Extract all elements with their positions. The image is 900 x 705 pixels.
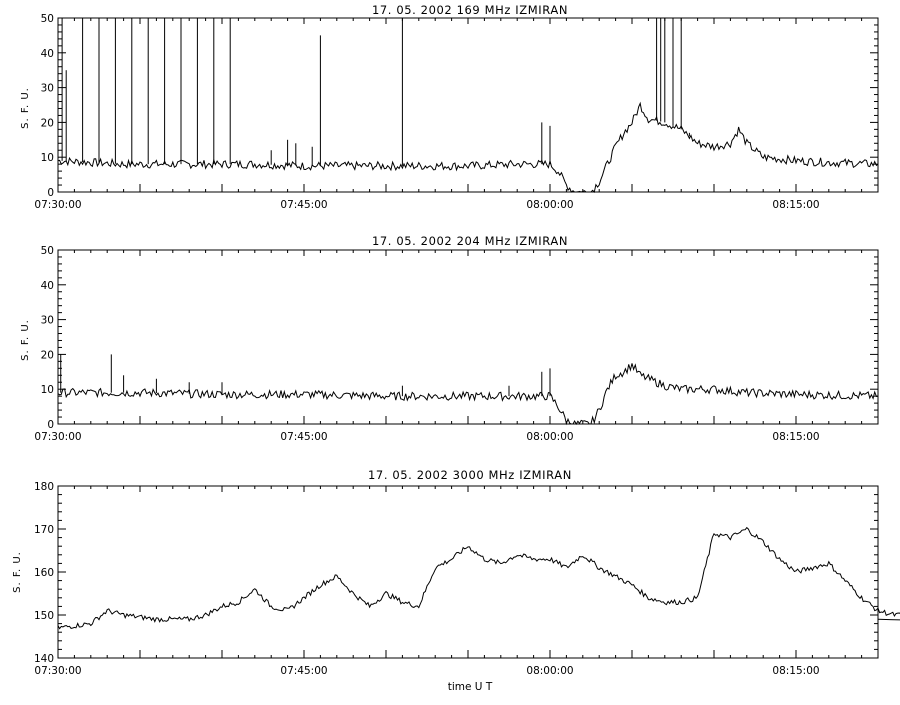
y-ticks: 140 150 160 170 180 (34, 481, 878, 665)
spike-marks (61, 18, 690, 166)
y-tick-label: 30 (41, 83, 54, 95)
series-line (57, 101, 879, 193)
y-tick-label: 40 (41, 48, 54, 60)
x-tick-label: 08:00:00 (526, 665, 573, 677)
y-tick-label: 160 (34, 567, 54, 579)
x-tick-label: 08:15:00 (772, 665, 819, 677)
y-ticks: 0 10 20 30 40 50 (41, 13, 878, 199)
y-axis-label: S. F. U. (20, 319, 31, 361)
y-tick-label: 150 (34, 610, 54, 622)
panel-169mhz: 17. 05. 2002 169 MHz IZMIRAN S. F. U. 0 1… (20, 3, 879, 211)
y-tick-label: 0 (47, 187, 54, 199)
x-ticks: 07:30:00 07:45:00 08:00:00 08:15:00 (34, 250, 879, 443)
y-tick-label: 10 (41, 384, 54, 396)
y-tick-label: 10 (41, 152, 54, 164)
x-axis-label: time U T (448, 681, 493, 693)
panel-title: 17. 05. 2002 3000 MHz IZMIRAN (368, 468, 572, 482)
x-tick-label: 07:45:00 (280, 665, 327, 677)
panel-title: 17. 05. 2002 204 MHz IZMIRAN (372, 234, 568, 248)
y-tick-label: 50 (41, 13, 54, 25)
x-tick-label: 08:15:00 (772, 431, 819, 443)
panel-title: 17. 05. 2002 169 MHz IZMIRAN (372, 3, 568, 17)
y-axis-label: S. F. U. (12, 551, 23, 593)
y-axis-label: S. F. U. (20, 87, 31, 129)
plot-frame (57, 249, 879, 425)
panel-3000mhz: 17. 05. 2002 3000 MHz IZMIRAN S. F. U. 1… (12, 468, 900, 677)
x-tick-label: 07:30:00 (34, 199, 81, 211)
y-tick-label: 50 (41, 245, 54, 257)
x-tick-label: 08:00:00 (526, 199, 573, 211)
y-tick-label: 30 (41, 315, 54, 327)
x-tick-label: 07:30:00 (34, 431, 81, 443)
y-tick-label: 140 (34, 653, 54, 665)
y-tick-label: 180 (34, 481, 54, 493)
x-tick-label: 07:30:00 (34, 665, 81, 677)
x-tick-label: 08:00:00 (526, 431, 573, 443)
plot-frame (57, 485, 879, 659)
y-ticks: 0 10 20 30 40 50 (41, 245, 878, 431)
y-tick-label: 40 (41, 280, 54, 292)
y-tick-label: 170 (34, 524, 54, 536)
x-ticks: 07:30:00 07:45:00 08:00:00 08:15:00 (34, 18, 879, 211)
series-line (57, 526, 900, 630)
x-tick-label: 07:45:00 (280, 431, 327, 443)
series-line (57, 363, 879, 426)
x-tick-label: 08:15:00 (772, 199, 819, 211)
x-tick-label: 07:45:00 (280, 199, 327, 211)
y-tick-label: 20 (41, 349, 54, 361)
spike-marks (60, 354, 551, 397)
x-ticks: 07:30:00 07:45:00 08:00:00 08:15:00 (34, 486, 879, 677)
y-tick-label: 0 (47, 419, 54, 431)
panel-204mhz: 17. 05. 2002 204 MHz IZMIRAN S. F. U. 0 1… (20, 234, 879, 443)
y-tick-label: 20 (41, 117, 54, 129)
